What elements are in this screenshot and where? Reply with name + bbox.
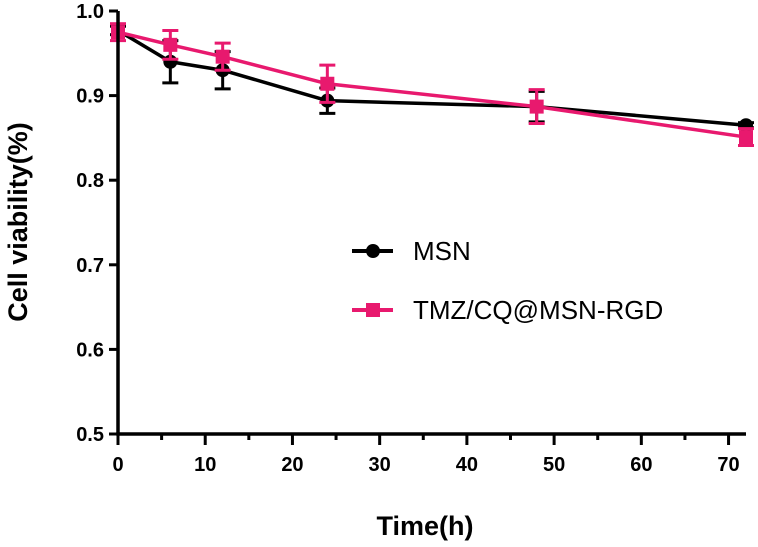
axes-layer — [116, 11, 746, 436]
ticks-layer: 0.5 0.6 0.7 0.8 0.9 1.0 0 10 20 30 40 50 60 70 — [76, 1, 739, 476]
y-tick-label: 0.6 — [76, 339, 104, 361]
data-point — [529, 99, 544, 114]
x-tick-label: 20 — [281, 454, 303, 476]
x-tick-label: 40 — [456, 454, 478, 476]
y-tick-label: 1.0 — [76, 1, 104, 23]
x-tick-label: 60 — [630, 454, 652, 476]
x-tick-label: 70 — [717, 454, 739, 476]
data-point — [739, 130, 753, 145]
legend-label: TMZ/CQ@MSN-RGD — [413, 295, 663, 325]
legend: MSN TMZ/CQ@MSN-RGD — [352, 236, 663, 325]
x-tick-label: 50 — [543, 454, 565, 476]
legend-label: MSN — [413, 236, 471, 266]
x-tick-label: 0 — [112, 454, 123, 476]
series-msn — [110, 23, 754, 133]
x-axis-title: Time(h) — [376, 511, 473, 541]
data-point — [320, 76, 335, 91]
series-line — [117, 30, 747, 139]
y-tick-label: 0.5 — [76, 424, 104, 446]
y-tick-label: 0.8 — [76, 170, 104, 192]
series-line — [117, 28, 747, 127]
series-layer — [110, 22, 754, 148]
y-axis-title: Cell viability(%) — [3, 122, 33, 322]
x-tick-label: 30 — [369, 454, 391, 476]
data-point — [215, 49, 230, 64]
y-tick-label: 0.9 — [76, 86, 104, 108]
legend-marker — [366, 303, 380, 317]
x-tick-label: 10 — [194, 454, 216, 476]
data-point — [163, 37, 178, 52]
y-tick-label: 0.7 — [76, 255, 104, 277]
series-tmz-cq-msn-rgd — [110, 22, 754, 148]
legend-marker — [366, 244, 380, 258]
